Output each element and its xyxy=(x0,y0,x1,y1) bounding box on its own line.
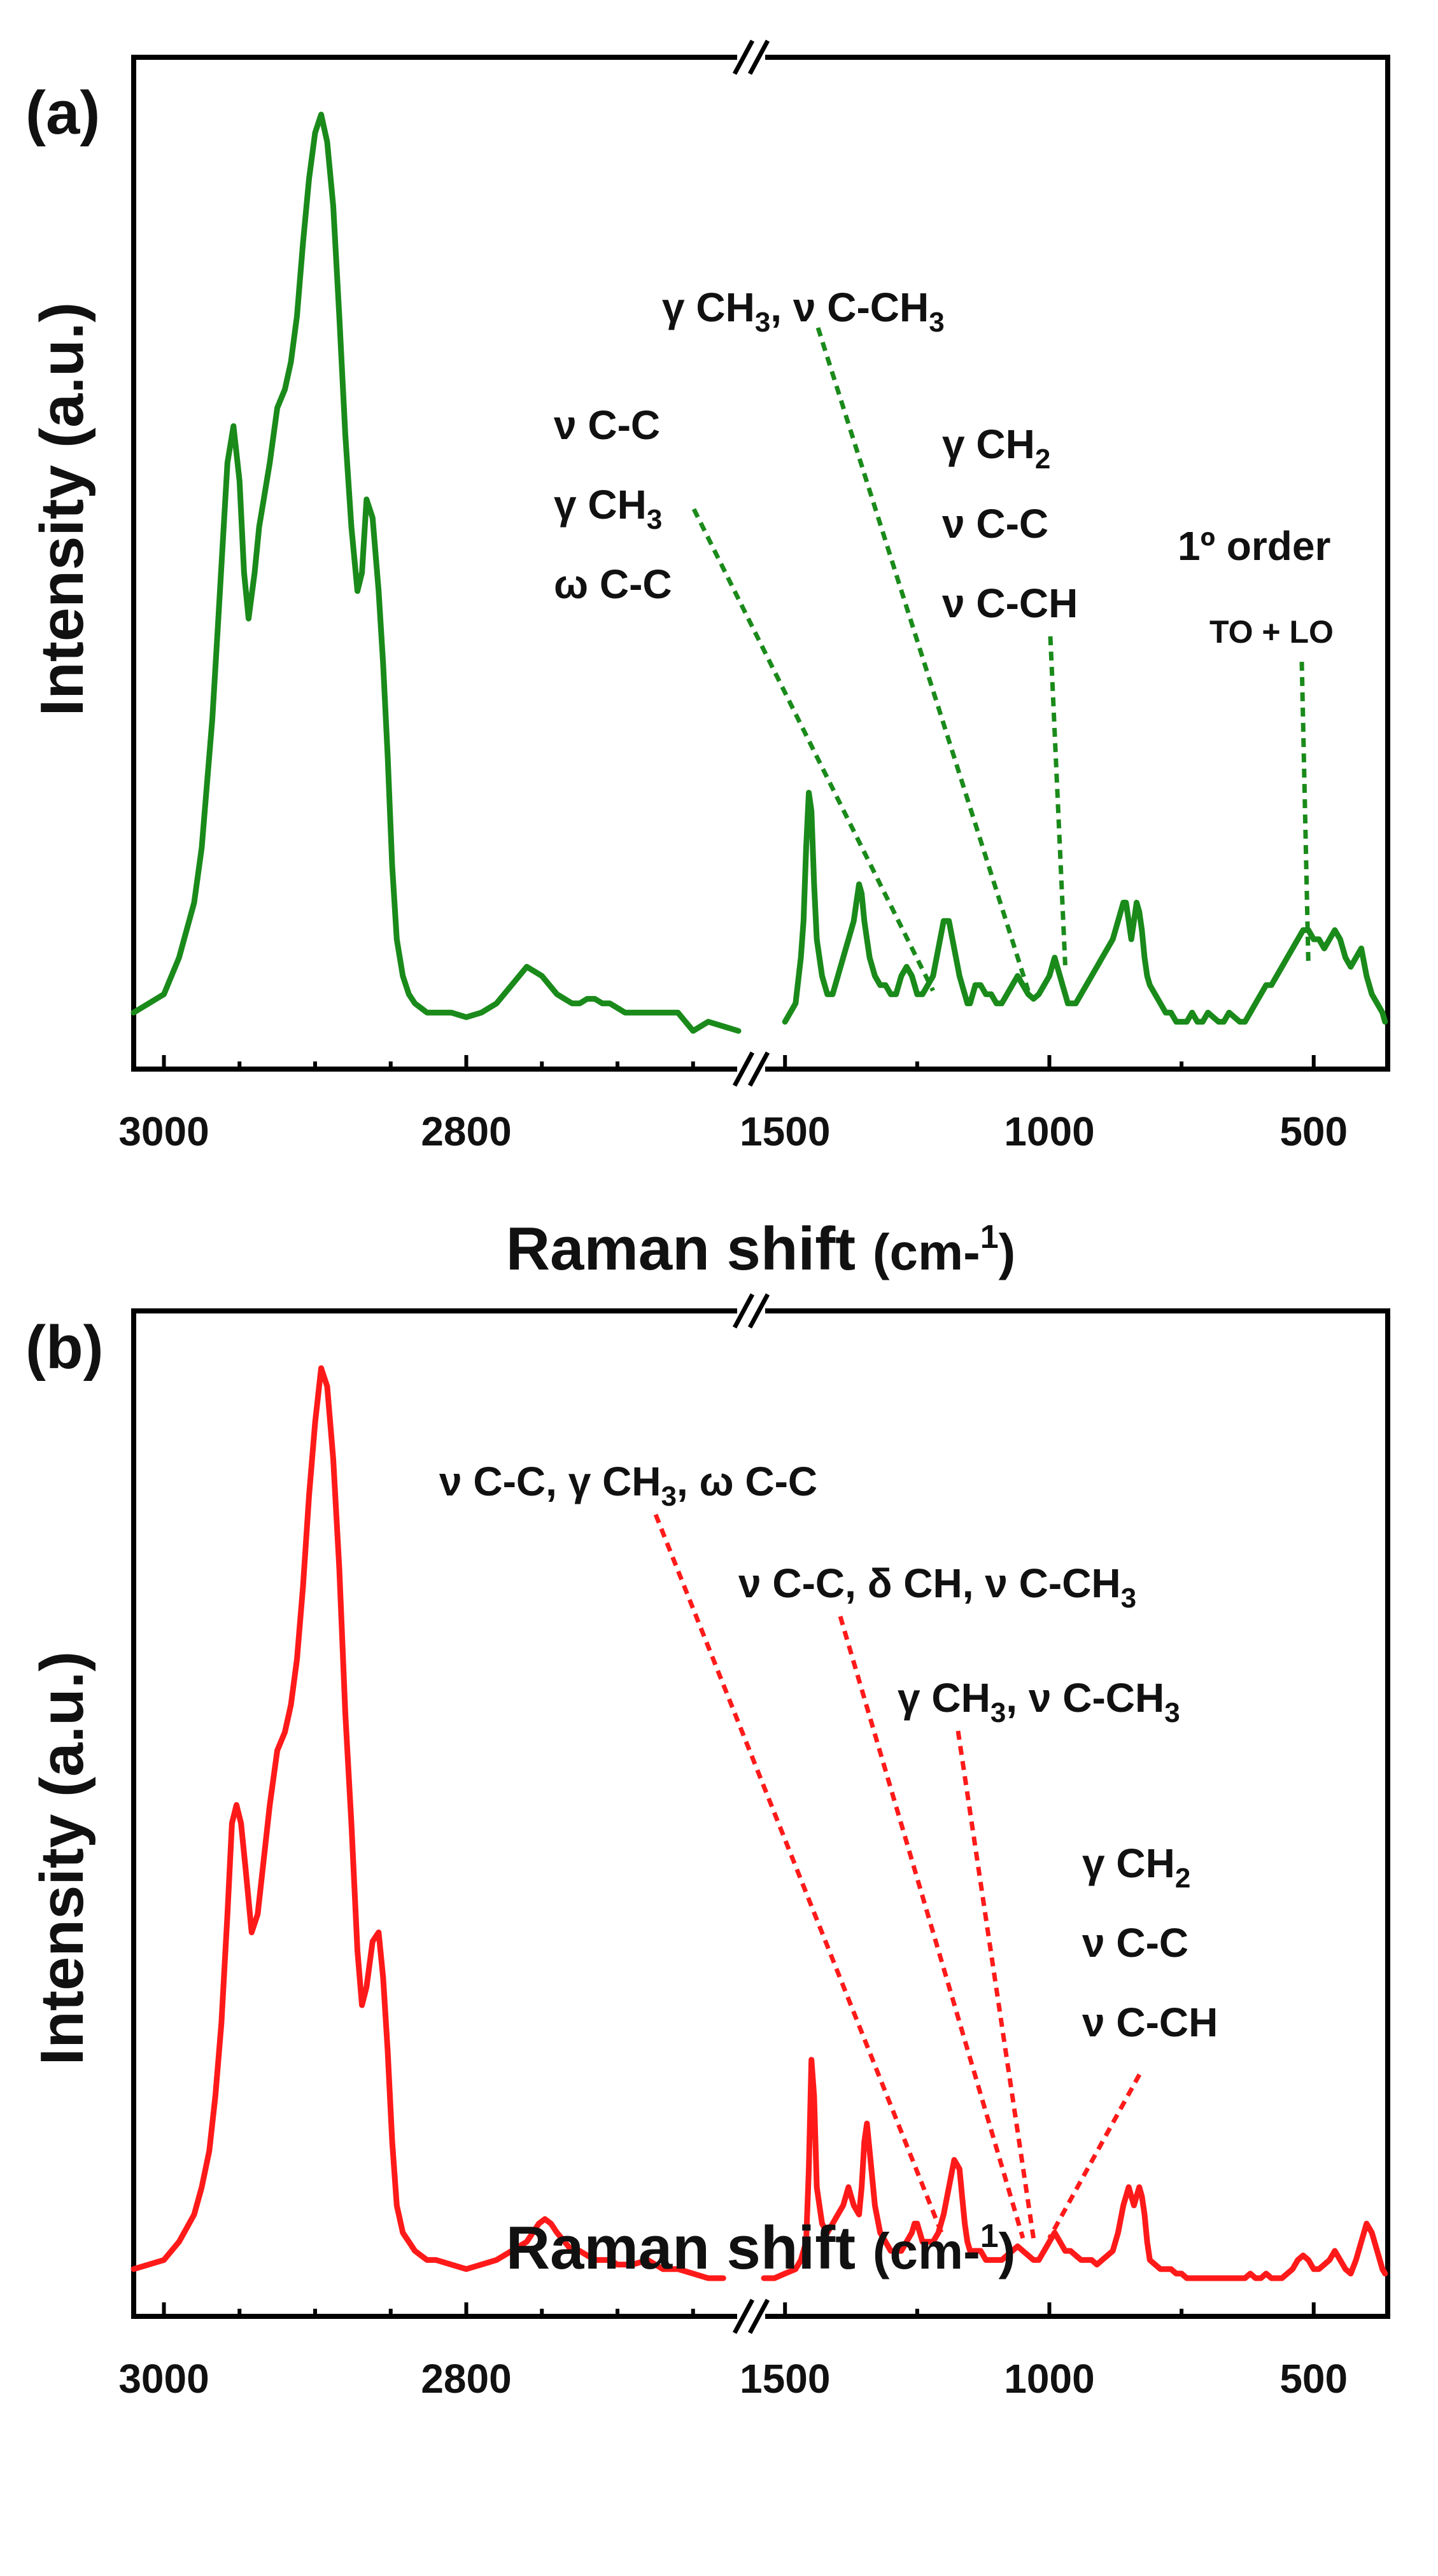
x-axis-unit: (cm- xyxy=(873,1224,980,1280)
annotation-text: , ν C-CH xyxy=(1006,1675,1164,1721)
annotation-label: γ CH3, ν C-CH3 xyxy=(662,284,945,338)
x-tick-label: 3000 xyxy=(118,1109,209,1154)
annotation-subscript: 2 xyxy=(1035,444,1050,475)
axis-break-mark xyxy=(747,1293,770,1329)
annotation-label: γ CH3, ν C-CH3 xyxy=(898,1675,1180,1728)
annotation-subscript: 3 xyxy=(661,1481,677,1512)
annotation-leader xyxy=(1299,661,1311,965)
annotation-text: γ CH xyxy=(942,421,1035,467)
annotation-leader xyxy=(691,508,935,992)
x-tick-label: 500 xyxy=(1279,1109,1348,1154)
axis-break-mark xyxy=(747,1051,770,1087)
x-tick-label: 1500 xyxy=(740,1109,830,1154)
spectrum-line-high xyxy=(130,1365,726,2281)
x-axis-unit-close: ) xyxy=(999,1224,1016,1280)
annotation-text: ν C-C xyxy=(554,402,660,448)
annotation-text: γ CH xyxy=(1082,1840,1175,1886)
axis-break-mark xyxy=(732,39,755,75)
x-tick-label: 2800 xyxy=(421,1109,511,1154)
axis-break-mark xyxy=(747,2299,770,2334)
annotation-text: TO + LO xyxy=(1209,614,1334,650)
x-tick-label: 1500 xyxy=(740,2356,830,2402)
annotation-subscript: 3 xyxy=(1121,1583,1136,1614)
y-axis-title: Intensity (a.u.) xyxy=(28,1651,96,2066)
x-axis-unit-close: ) xyxy=(999,2223,1016,2279)
axis-break-mark xyxy=(747,39,770,75)
x-axis-title: Raman shift (cm-1) xyxy=(506,1215,1016,1283)
annotation-label: ω C-C xyxy=(554,561,672,607)
annotation-label: ν C-CH xyxy=(942,580,1078,626)
annotation-leader xyxy=(1048,636,1068,965)
annotation-subscript: 3 xyxy=(755,307,770,338)
x-axis-title-text: Raman shift xyxy=(506,1215,873,1283)
annotation-label: γ CH2 xyxy=(942,421,1050,475)
annotation-label: ν C-C xyxy=(942,501,1048,547)
annotation-label: 1º order xyxy=(1178,523,1330,569)
x-tick-label: 1000 xyxy=(1004,2356,1094,2402)
x-tick-label: 1000 xyxy=(1004,1109,1094,1154)
panel-label: (b) xyxy=(25,1313,104,1382)
annotation-text: γ CH xyxy=(554,482,647,528)
annotation-text: γ CH xyxy=(662,284,755,330)
annotation-text: ν C-CH xyxy=(1082,1999,1218,2045)
annotation-text: ν C-C xyxy=(1082,1920,1188,1966)
annotation-subscript: 3 xyxy=(647,504,662,535)
x-tick-label: 3000 xyxy=(118,2356,209,2402)
annotation-text: ω C-C xyxy=(554,561,672,607)
annotation-text: , ω C-C xyxy=(677,1459,817,1504)
x-axis-unit: (cm- xyxy=(873,2223,980,2279)
panel-label: (a) xyxy=(25,79,100,147)
axis-break-mark xyxy=(732,1051,755,1087)
annotation-leader xyxy=(955,1730,1036,2239)
spectrum-line-low xyxy=(782,790,1388,1025)
annotation-leader xyxy=(653,1513,946,2239)
annotation-leader xyxy=(1047,2073,1142,2239)
annotation-text: ν C-C, δ CH, ν C-CH xyxy=(738,1560,1121,1606)
annotation-label: TO + LO xyxy=(1209,614,1334,650)
annotation-text: γ CH xyxy=(898,1675,990,1721)
x-axis-unit-exponent: 1 xyxy=(980,2218,999,2255)
annotation-subscript: 2 xyxy=(1175,1863,1190,1894)
annotation-label: ν C-C xyxy=(1082,1920,1188,1966)
annotation-subscript: 3 xyxy=(929,307,944,338)
x-tick-label: 2800 xyxy=(421,2356,511,2402)
annotation-text: ν C-CH xyxy=(942,580,1078,626)
annotation-leader xyxy=(838,1616,1026,2239)
annotation-subscript: 3 xyxy=(990,1697,1006,1728)
x-axis-title: Raman shift (cm-1) xyxy=(506,2214,1016,2282)
axis-break-mark xyxy=(732,1293,755,1329)
annotation-subscript: 3 xyxy=(1164,1697,1180,1728)
annotation-text: 1º order xyxy=(1178,523,1330,569)
annotation-label: ν C-C xyxy=(554,402,660,448)
annotation-label: γ CH3 xyxy=(554,482,662,535)
axis-break-mark xyxy=(732,2299,755,2334)
spectrum-line-low xyxy=(761,2057,1388,2281)
annotation-label: ν C-C, γ CH3, ω C-C xyxy=(439,1459,817,1512)
panel-a: 3000 2800 1500 1000 500 (a) Intensity (a.u.) Ra… xyxy=(25,39,1390,1283)
y-axis-title: Intensity (a.u.) xyxy=(28,302,96,717)
x-tick-label: 500 xyxy=(1279,2356,1348,2402)
annotation-label: ν C-CH xyxy=(1082,1999,1218,2045)
annotation-label: ν C-C, δ CH, ν C-CH3 xyxy=(738,1560,1136,1614)
spectrum-line-high xyxy=(130,111,742,1034)
x-axis-unit-exponent: 1 xyxy=(980,1219,999,1256)
annotation-label: γ CH2 xyxy=(1082,1840,1190,1894)
panel-b: 3000 2800 1500 1000 500 (b) Intensity (a.u.) Ra… xyxy=(25,1293,1390,2402)
annotation-text: ν C-C xyxy=(942,501,1048,547)
x-axis-title-text: Raman shift xyxy=(506,2214,873,2282)
annotation-text: , ν C-CH xyxy=(770,284,929,330)
annotation-text: ν C-C, γ CH xyxy=(439,1459,661,1504)
